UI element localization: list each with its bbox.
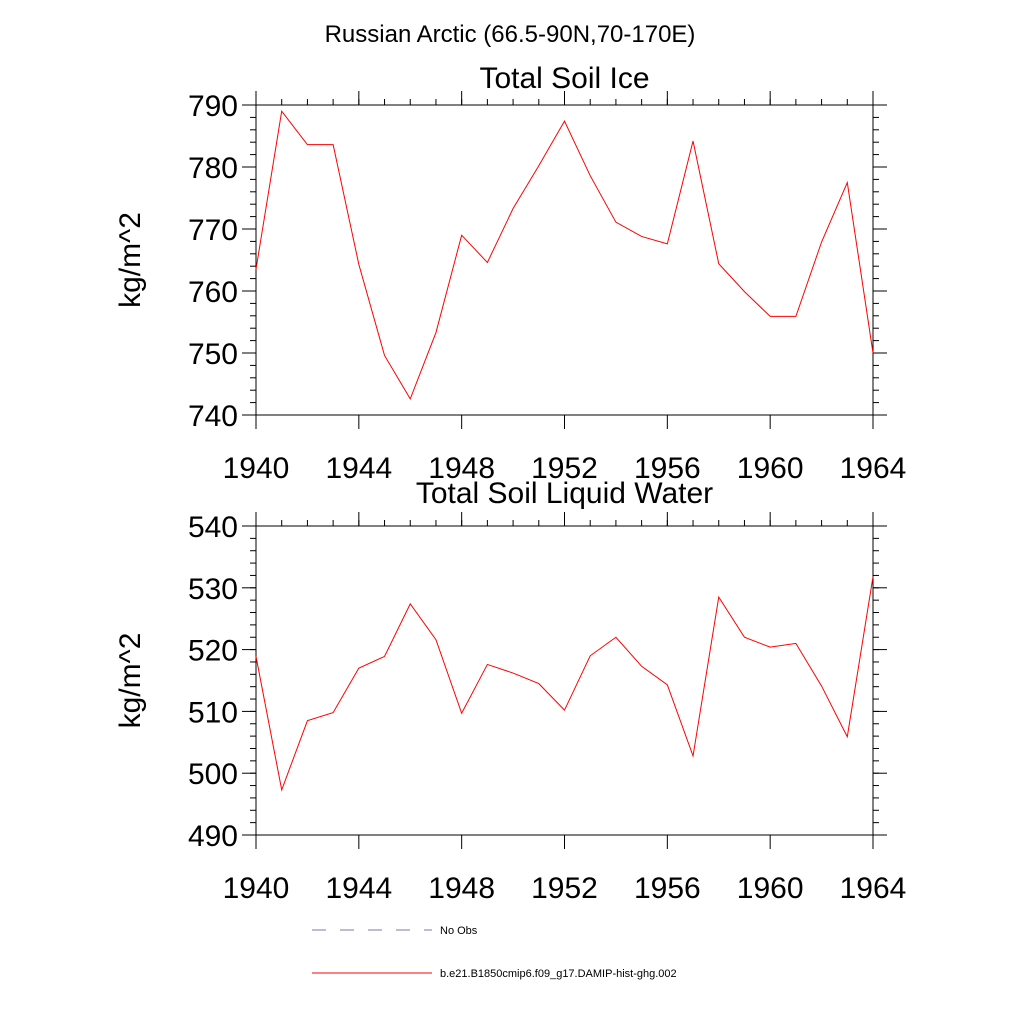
chart-1-x-tick-label: 1944 <box>325 872 392 905</box>
legend: No Obs b.e21.B1850cmip6.f09_g17.DAMIP-hi… <box>312 925 677 980</box>
chart-0-x-tick-label: 1944 <box>325 452 392 485</box>
chart-0-x-tick-label: 1964 <box>840 452 907 485</box>
chart-1-y-tick-label: 490 <box>188 820 238 853</box>
chart-1-x-tick-label: 1964 <box>840 872 907 905</box>
legend-model-label: b.e21.B1850cmip6.f09_g17.DAMIP-hist-ghg.… <box>440 968 677 980</box>
chart-1-x-tick-label: 1948 <box>428 872 495 905</box>
legend-no-obs-label: No Obs <box>440 925 478 937</box>
chart-0-y-tick-label: 760 <box>188 276 238 309</box>
chart-1-series-line <box>255 576 874 792</box>
chart-1-x-tick-label: 1952 <box>531 872 598 905</box>
chart-0-plot-frame <box>255 104 874 416</box>
chart-1-x-tick-label: 1940 <box>223 872 290 905</box>
chart-1-y-tick-label: 500 <box>188 758 238 791</box>
chart-0-y-tick-label: 770 <box>188 214 238 247</box>
chart-0-series-line <box>255 109 874 401</box>
panel-total-soil-ice: Total Soil Ice 740 750 760 770 780 790 1940 1944… <box>114 62 906 485</box>
chart-0-y-axis-title: kg/m^2 <box>114 212 147 308</box>
chart-0-y-tick-label: 790 <box>188 90 238 123</box>
chart-1-y-axis-title: kg/m^2 <box>114 633 147 729</box>
chart-0-x-tick-label: 1948 <box>428 452 495 485</box>
panel-total-soil-liquid-water: Total Soil Liquid Water 490 500 510 520 530 54… <box>114 477 906 905</box>
chart-1-title: Total Soil Liquid Water <box>416 477 713 510</box>
chart-1-x-tick-label: 1956 <box>634 872 701 905</box>
chart-0-x-tick-label: 1956 <box>634 452 701 485</box>
chart-1-y-tick-label: 520 <box>188 635 238 668</box>
chart-0-x-tick-label: 1952 <box>531 452 598 485</box>
chart-0-x-tick-label: 1960 <box>737 452 804 485</box>
chart-0-y-tick-label: 750 <box>188 338 238 371</box>
chart-1-y-tick-label: 530 <box>188 573 238 606</box>
chart-0-y-tick-label: 780 <box>188 152 238 185</box>
chart-1-y-tick-label: 540 <box>188 511 238 544</box>
figure-title: Russian Arctic (66.5-90N,70-170E) <box>325 21 696 48</box>
chart-1-plot-frame <box>255 525 874 836</box>
chart-1-y-tick-label: 510 <box>188 696 238 729</box>
chart-0-x-tick-label: 1940 <box>223 452 290 485</box>
chart-1-x-tick-label: 1960 <box>737 872 804 905</box>
chart-0-y-tick-label: 740 <box>188 400 238 433</box>
chart-0-title: Total Soil Ice <box>479 62 649 95</box>
